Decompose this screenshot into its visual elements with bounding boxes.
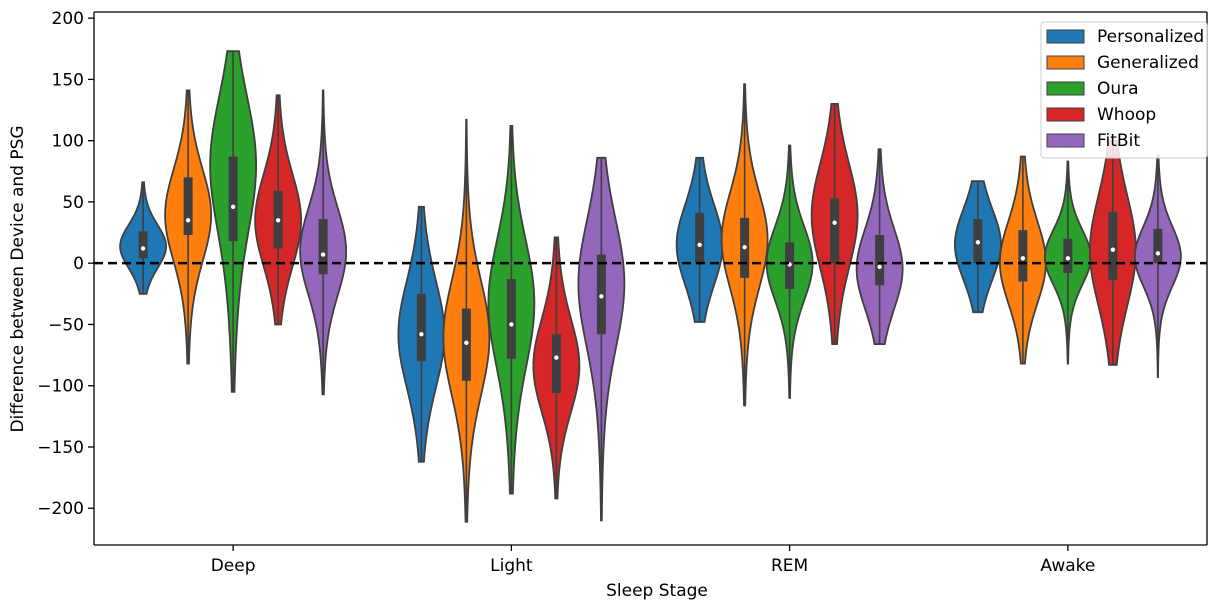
violin-whoop-light	[532, 236, 581, 500]
legend-swatch	[1046, 29, 1085, 44]
violin-generalized-awake	[998, 155, 1047, 365]
iqr-box	[1153, 228, 1163, 264]
y-tick-label: 100	[52, 132, 84, 152]
iqr-box	[228, 156, 238, 242]
violin-whoop-awake	[1088, 139, 1137, 366]
legend-swatch	[1046, 81, 1085, 96]
violin-personalized-light	[397, 205, 446, 463]
median-dot	[554, 355, 559, 360]
violin-whoop-rem	[810, 103, 859, 345]
iqr-box	[506, 279, 516, 359]
y-tick-label: 50	[62, 193, 84, 213]
x-tick-label: Awake	[1040, 556, 1095, 576]
median-dot	[140, 246, 146, 251]
median-dot	[975, 240, 981, 245]
iqr-box	[875, 235, 885, 286]
legend-swatch	[1046, 133, 1085, 148]
iqr-box	[183, 177, 193, 236]
y-tick-label: −200	[37, 499, 84, 519]
legend-label: Generalized	[1097, 53, 1199, 73]
legend-label: Personalized	[1097, 27, 1204, 47]
y-tick-label: 150	[52, 70, 84, 90]
violin-personalized-rem	[675, 156, 724, 323]
median-dot	[320, 252, 326, 257]
median-dot	[742, 245, 747, 250]
y-tick-label: −150	[37, 438, 84, 458]
median-dot	[230, 204, 236, 210]
median-dot	[1155, 251, 1161, 256]
median-dot	[599, 294, 604, 299]
median-dot	[1020, 256, 1026, 261]
violin-oura-deep	[209, 50, 258, 393]
y-tick-label: 0	[73, 254, 84, 274]
median-dot	[1110, 247, 1116, 252]
median-dot	[509, 322, 514, 327]
violin-fitbit-awake	[1133, 154, 1182, 379]
axes-layer: 200 150 100 50 0 −50 −100 −150 −200 Deep Light REM A…	[37, 9, 1208, 576]
x-tick-label: Deep	[211, 556, 256, 576]
violin-generalized-deep	[164, 89, 213, 365]
violin-oura-light	[487, 125, 536, 495]
violin-personalized-awake	[953, 180, 1002, 314]
iqr-box	[318, 219, 328, 275]
iqr-box	[695, 212, 705, 264]
legend-label: Oura	[1097, 79, 1139, 99]
x-axis-title: Sleep Stage	[606, 581, 708, 601]
violin-oura-rem	[765, 144, 814, 399]
violin-fitbit-deep	[299, 89, 348, 396]
y-tick-label: −100	[37, 377, 84, 397]
violins-layer	[119, 50, 1182, 523]
y-tick-label: 200	[52, 9, 84, 29]
violin-whoop-deep	[254, 94, 303, 326]
y-axis-title: Difference between Device and PSG	[8, 125, 28, 432]
y-tick-label: −50	[48, 315, 84, 335]
violin-generalized-light	[442, 118, 491, 523]
x-tick-label: REM	[771, 556, 808, 576]
legend-swatch	[1046, 107, 1085, 122]
iqr-box	[416, 293, 426, 362]
iqr-box	[138, 231, 148, 259]
median-dot	[832, 220, 837, 225]
iqr-box	[1108, 211, 1118, 281]
legend: Personalized Generalized Oura Whoop FitBit	[1040, 21, 1208, 159]
iqr-box	[551, 334, 561, 394]
legend-label: Whoop	[1097, 105, 1156, 125]
median-dot	[464, 340, 469, 346]
median-dot	[185, 218, 191, 223]
violin-fitbit-light	[577, 156, 626, 522]
iqr-box	[1018, 230, 1028, 282]
iqr-box	[830, 198, 840, 264]
median-dot	[419, 332, 424, 337]
median-dot	[697, 242, 702, 248]
legend-label: FitBit	[1097, 131, 1140, 151]
x-tick-label: Light	[490, 556, 533, 576]
violin-personalized-deep	[119, 181, 168, 295]
violin-fitbit-rem	[855, 148, 904, 345]
iqr-box	[1063, 238, 1073, 273]
legend-swatch	[1046, 55, 1085, 70]
median-dot	[1065, 256, 1071, 261]
median-dot	[877, 264, 882, 270]
violin-generalized-rem	[720, 83, 769, 407]
median-dot	[275, 218, 281, 223]
